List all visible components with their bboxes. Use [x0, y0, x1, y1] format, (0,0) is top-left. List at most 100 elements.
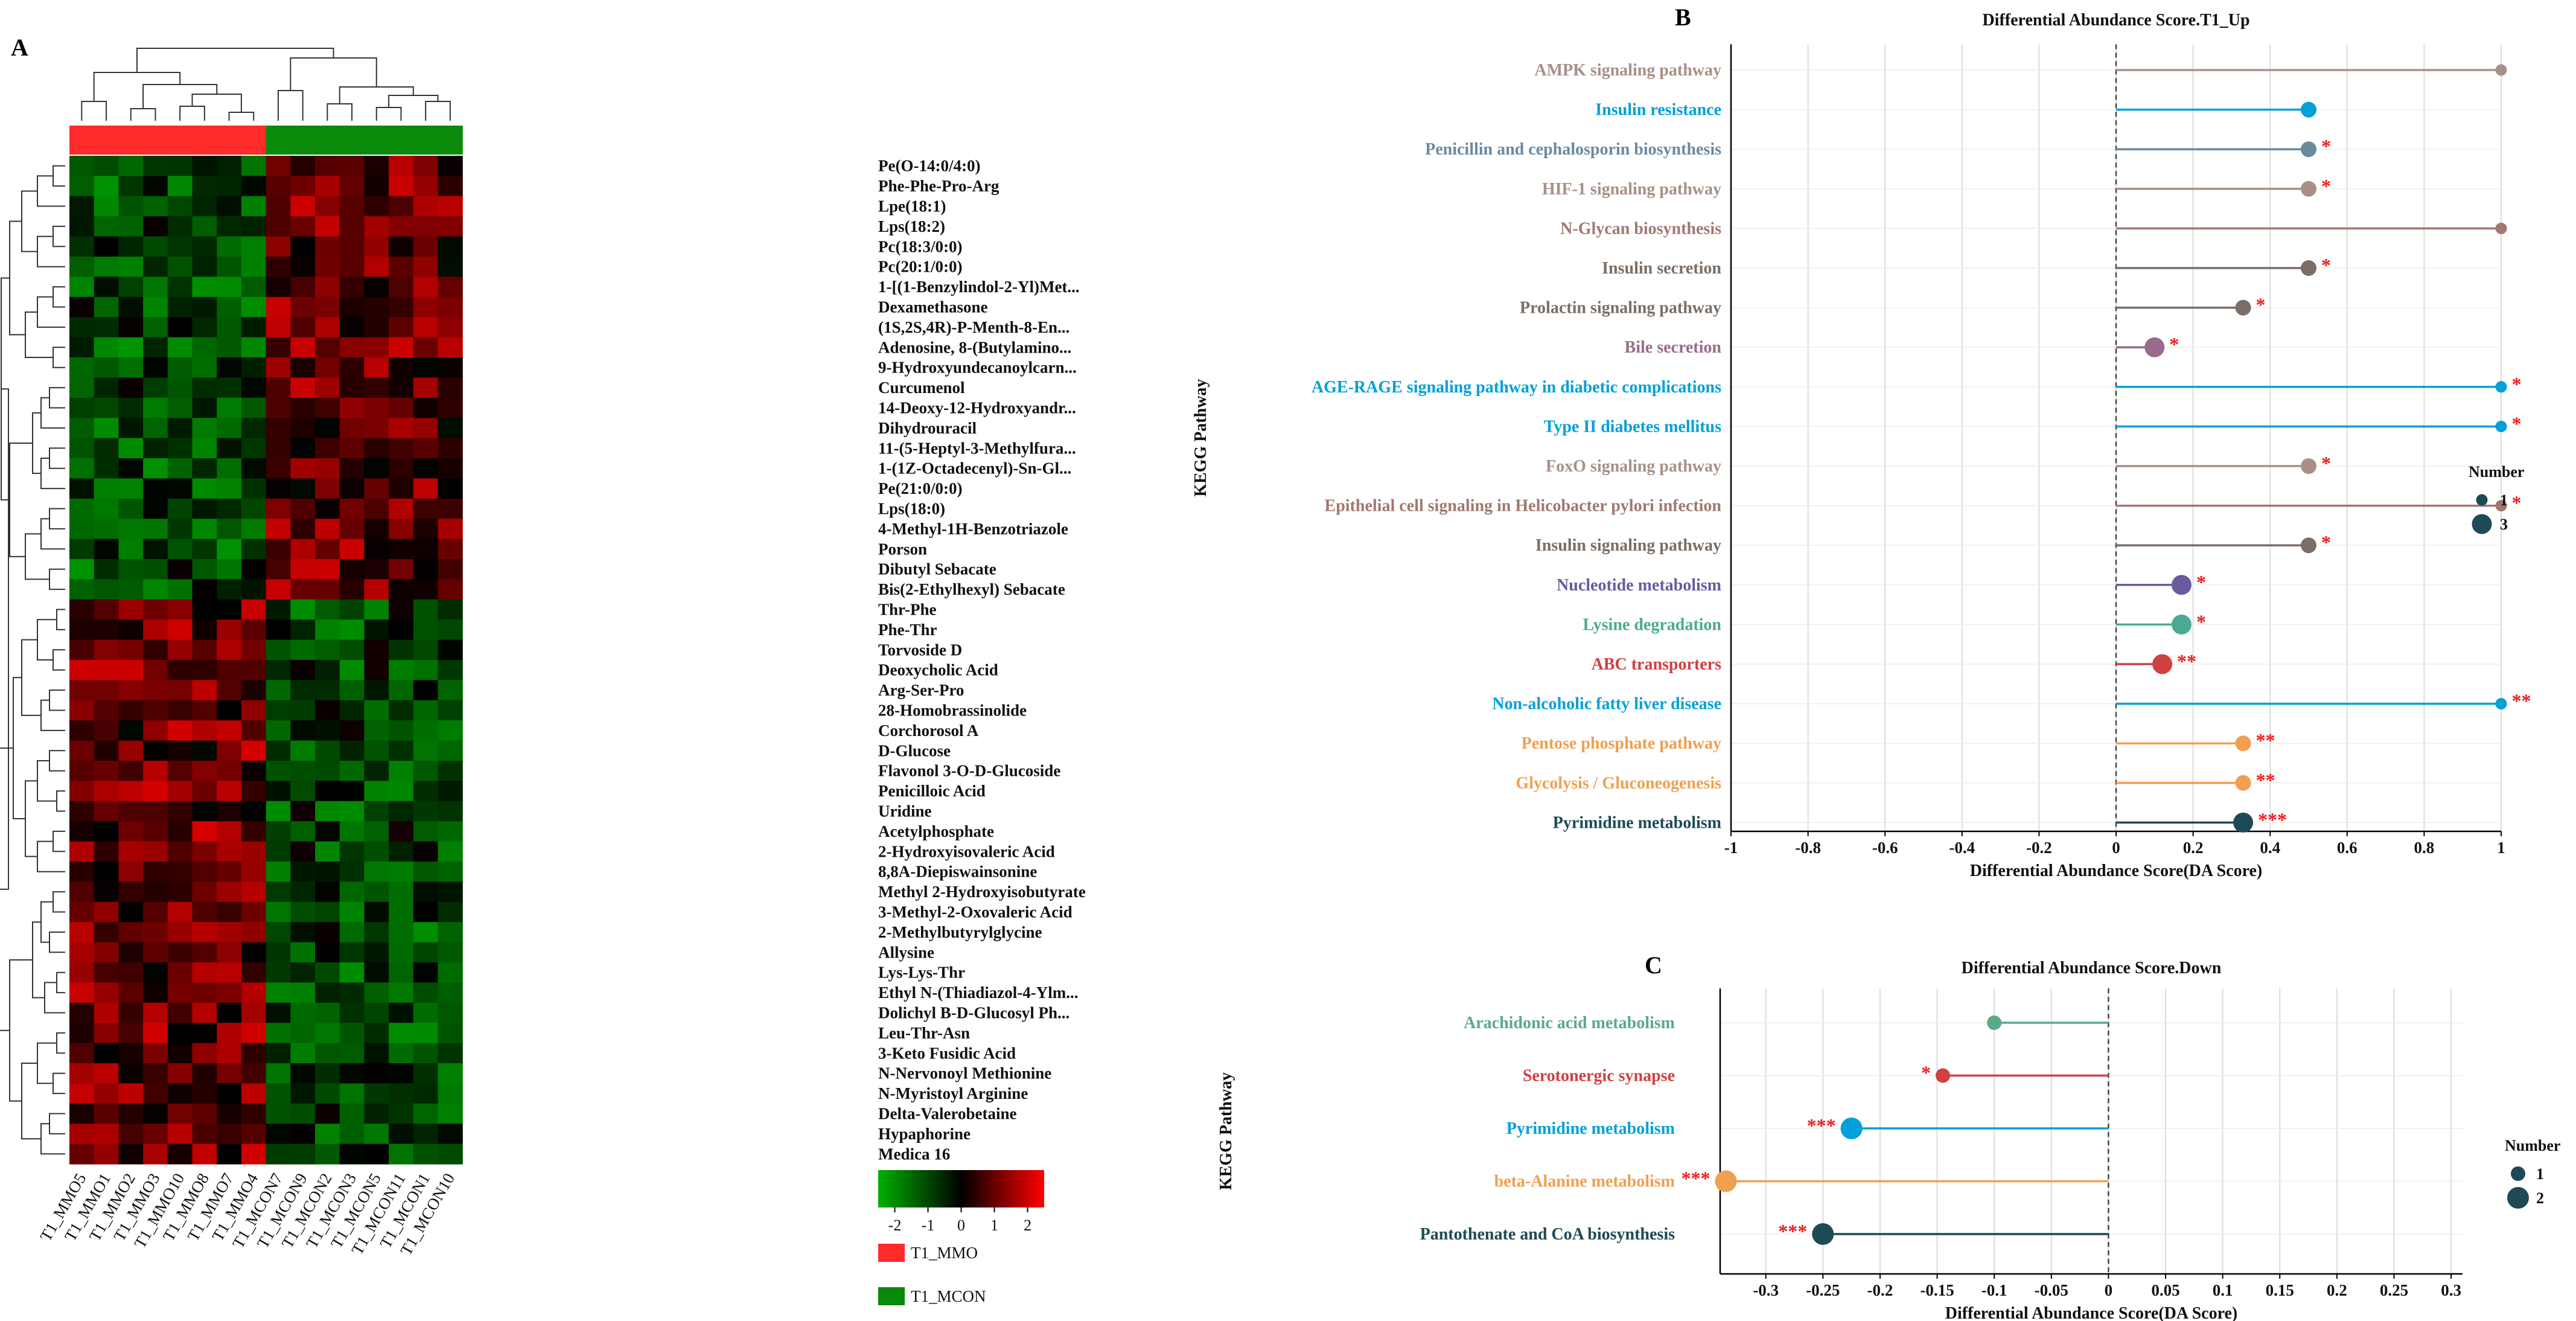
pathway-label: Pyrimidine metabolism — [1553, 813, 1721, 832]
heatmap-cell — [69, 700, 95, 721]
heatmap-cell — [94, 296, 119, 318]
lollipop-point — [1840, 1118, 1863, 1139]
lollipop-point — [2495, 222, 2507, 234]
heatmap-cell — [413, 862, 439, 882]
heatmap-cell — [143, 418, 168, 439]
heatmap-cell — [192, 317, 217, 338]
heatmap-cell — [315, 639, 340, 660]
heatmap-cell — [413, 982, 439, 1003]
heatmap-cell — [315, 660, 340, 680]
row-label: Lps(18:0) — [878, 500, 945, 518]
heatmap-cell — [118, 862, 144, 882]
heatmap-cell — [143, 257, 168, 277]
heatmap-cell — [241, 1023, 267, 1044]
heatmap-cell — [192, 458, 217, 479]
heatmap-cell — [266, 1143, 291, 1165]
row-label: 28-Homobrassinolide — [878, 702, 1027, 720]
heatmap-cell — [217, 257, 242, 277]
heatmap-cell — [266, 619, 291, 641]
heatmap-cell — [217, 176, 242, 197]
heatmap-cell — [217, 599, 242, 620]
heatmap-cell — [192, 1043, 217, 1064]
heatmap-cell — [118, 740, 144, 761]
row-dendrogram-link — [21, 1063, 41, 1140]
heatmap-cell — [364, 740, 389, 761]
heatmap-cell — [69, 821, 95, 842]
heatmap-cell — [413, 498, 439, 519]
row-label: Hypaphorine — [878, 1125, 971, 1143]
heatmap-legend: -2 -1 0 1 2 T1_MMO T1_MCON — [878, 1170, 1044, 1305]
row-dendrogram-link — [56, 1032, 65, 1054]
heatmap-cell — [94, 539, 119, 560]
heatmap-cell — [118, 1043, 144, 1064]
group-bar-cell — [438, 126, 463, 155]
pathway-label: AMPK signaling pathway — [1534, 61, 1721, 80]
size-legend-dot — [2472, 514, 2492, 534]
heatmap-cell — [438, 236, 463, 257]
heatmap-cell — [94, 781, 119, 802]
heatmap-cell — [339, 196, 365, 217]
heatmap-cell — [143, 176, 168, 197]
heatmap-cell — [94, 277, 119, 298]
heatmap-cell — [266, 1043, 291, 1064]
heatmap-cell — [339, 841, 365, 862]
heatmap-cell — [217, 559, 242, 580]
group-bar-cell — [315, 126, 340, 155]
heatmap-cell — [339, 377, 365, 398]
significance-marker: * — [2321, 175, 2331, 197]
heatmap-cell — [118, 539, 144, 560]
heatmap-cell — [167, 821, 193, 842]
heatmap-cell — [143, 821, 168, 842]
heatmap-cell — [413, 1103, 439, 1124]
row-dendrogram-link — [49, 931, 65, 953]
heatmap-cell — [339, 216, 365, 237]
heatmap-cell — [192, 700, 217, 721]
heatmap-cell — [69, 1124, 95, 1145]
row-dendrogram-link — [37, 235, 65, 267]
heatmap-cell — [241, 801, 267, 822]
heatmap-cell — [143, 1023, 168, 1044]
heatmap-cell — [241, 720, 267, 741]
heatmap-cell — [217, 801, 242, 822]
heatmap-cell — [167, 196, 193, 217]
heatmap-cell — [364, 660, 389, 680]
heatmap-cell — [69, 559, 95, 580]
row-label: Arg-Ser-Pro — [878, 681, 964, 699]
heatmap-cell — [69, 680, 95, 701]
row-dendrogram-link — [25, 533, 49, 580]
heatmap-cell — [192, 761, 217, 781]
heatmap-cell — [167, 761, 193, 781]
heatmap-cell — [241, 680, 267, 701]
heatmap-cell — [438, 942, 463, 963]
heatmap-cell — [94, 478, 119, 499]
heatmap-cell — [217, 982, 242, 1003]
heatmap-cell — [413, 277, 439, 298]
row-label: Phe-Phe-Pro-Arg — [878, 177, 999, 195]
heatmap-cell — [413, 176, 439, 197]
significance-marker: ** — [2256, 769, 2275, 791]
size-legend-dot — [2507, 1187, 2529, 1209]
pathway-label: Lysine degradation — [1583, 615, 1722, 634]
heatmap-cell — [315, 962, 340, 983]
heatmap-cell — [94, 680, 119, 701]
heatmap-cell — [339, 599, 365, 620]
heatmap-cell — [389, 841, 414, 862]
heatmap-cell — [389, 660, 414, 680]
heatmap-cell — [167, 397, 193, 418]
heatmap-cell — [389, 519, 414, 540]
heatmap-cell — [389, 296, 414, 318]
heatmap-cell — [143, 1124, 168, 1145]
heatmap-cell — [438, 317, 463, 338]
heatmap-cell — [364, 1002, 389, 1023]
heatmap-cell — [315, 1124, 340, 1145]
heatmap-cell — [192, 418, 217, 439]
heatmap-cell — [167, 1063, 193, 1084]
heatmap-cell — [118, 418, 144, 439]
significance-marker: ** — [2256, 729, 2275, 751]
heatmap-cell — [389, 357, 414, 378]
heatmap-cell — [339, 962, 365, 983]
row-label: Pe(O-14:0/4:0) — [878, 157, 980, 175]
heatmap-cell — [241, 458, 267, 479]
heatmap-cell — [94, 377, 119, 398]
heatmap-cell — [69, 357, 95, 378]
